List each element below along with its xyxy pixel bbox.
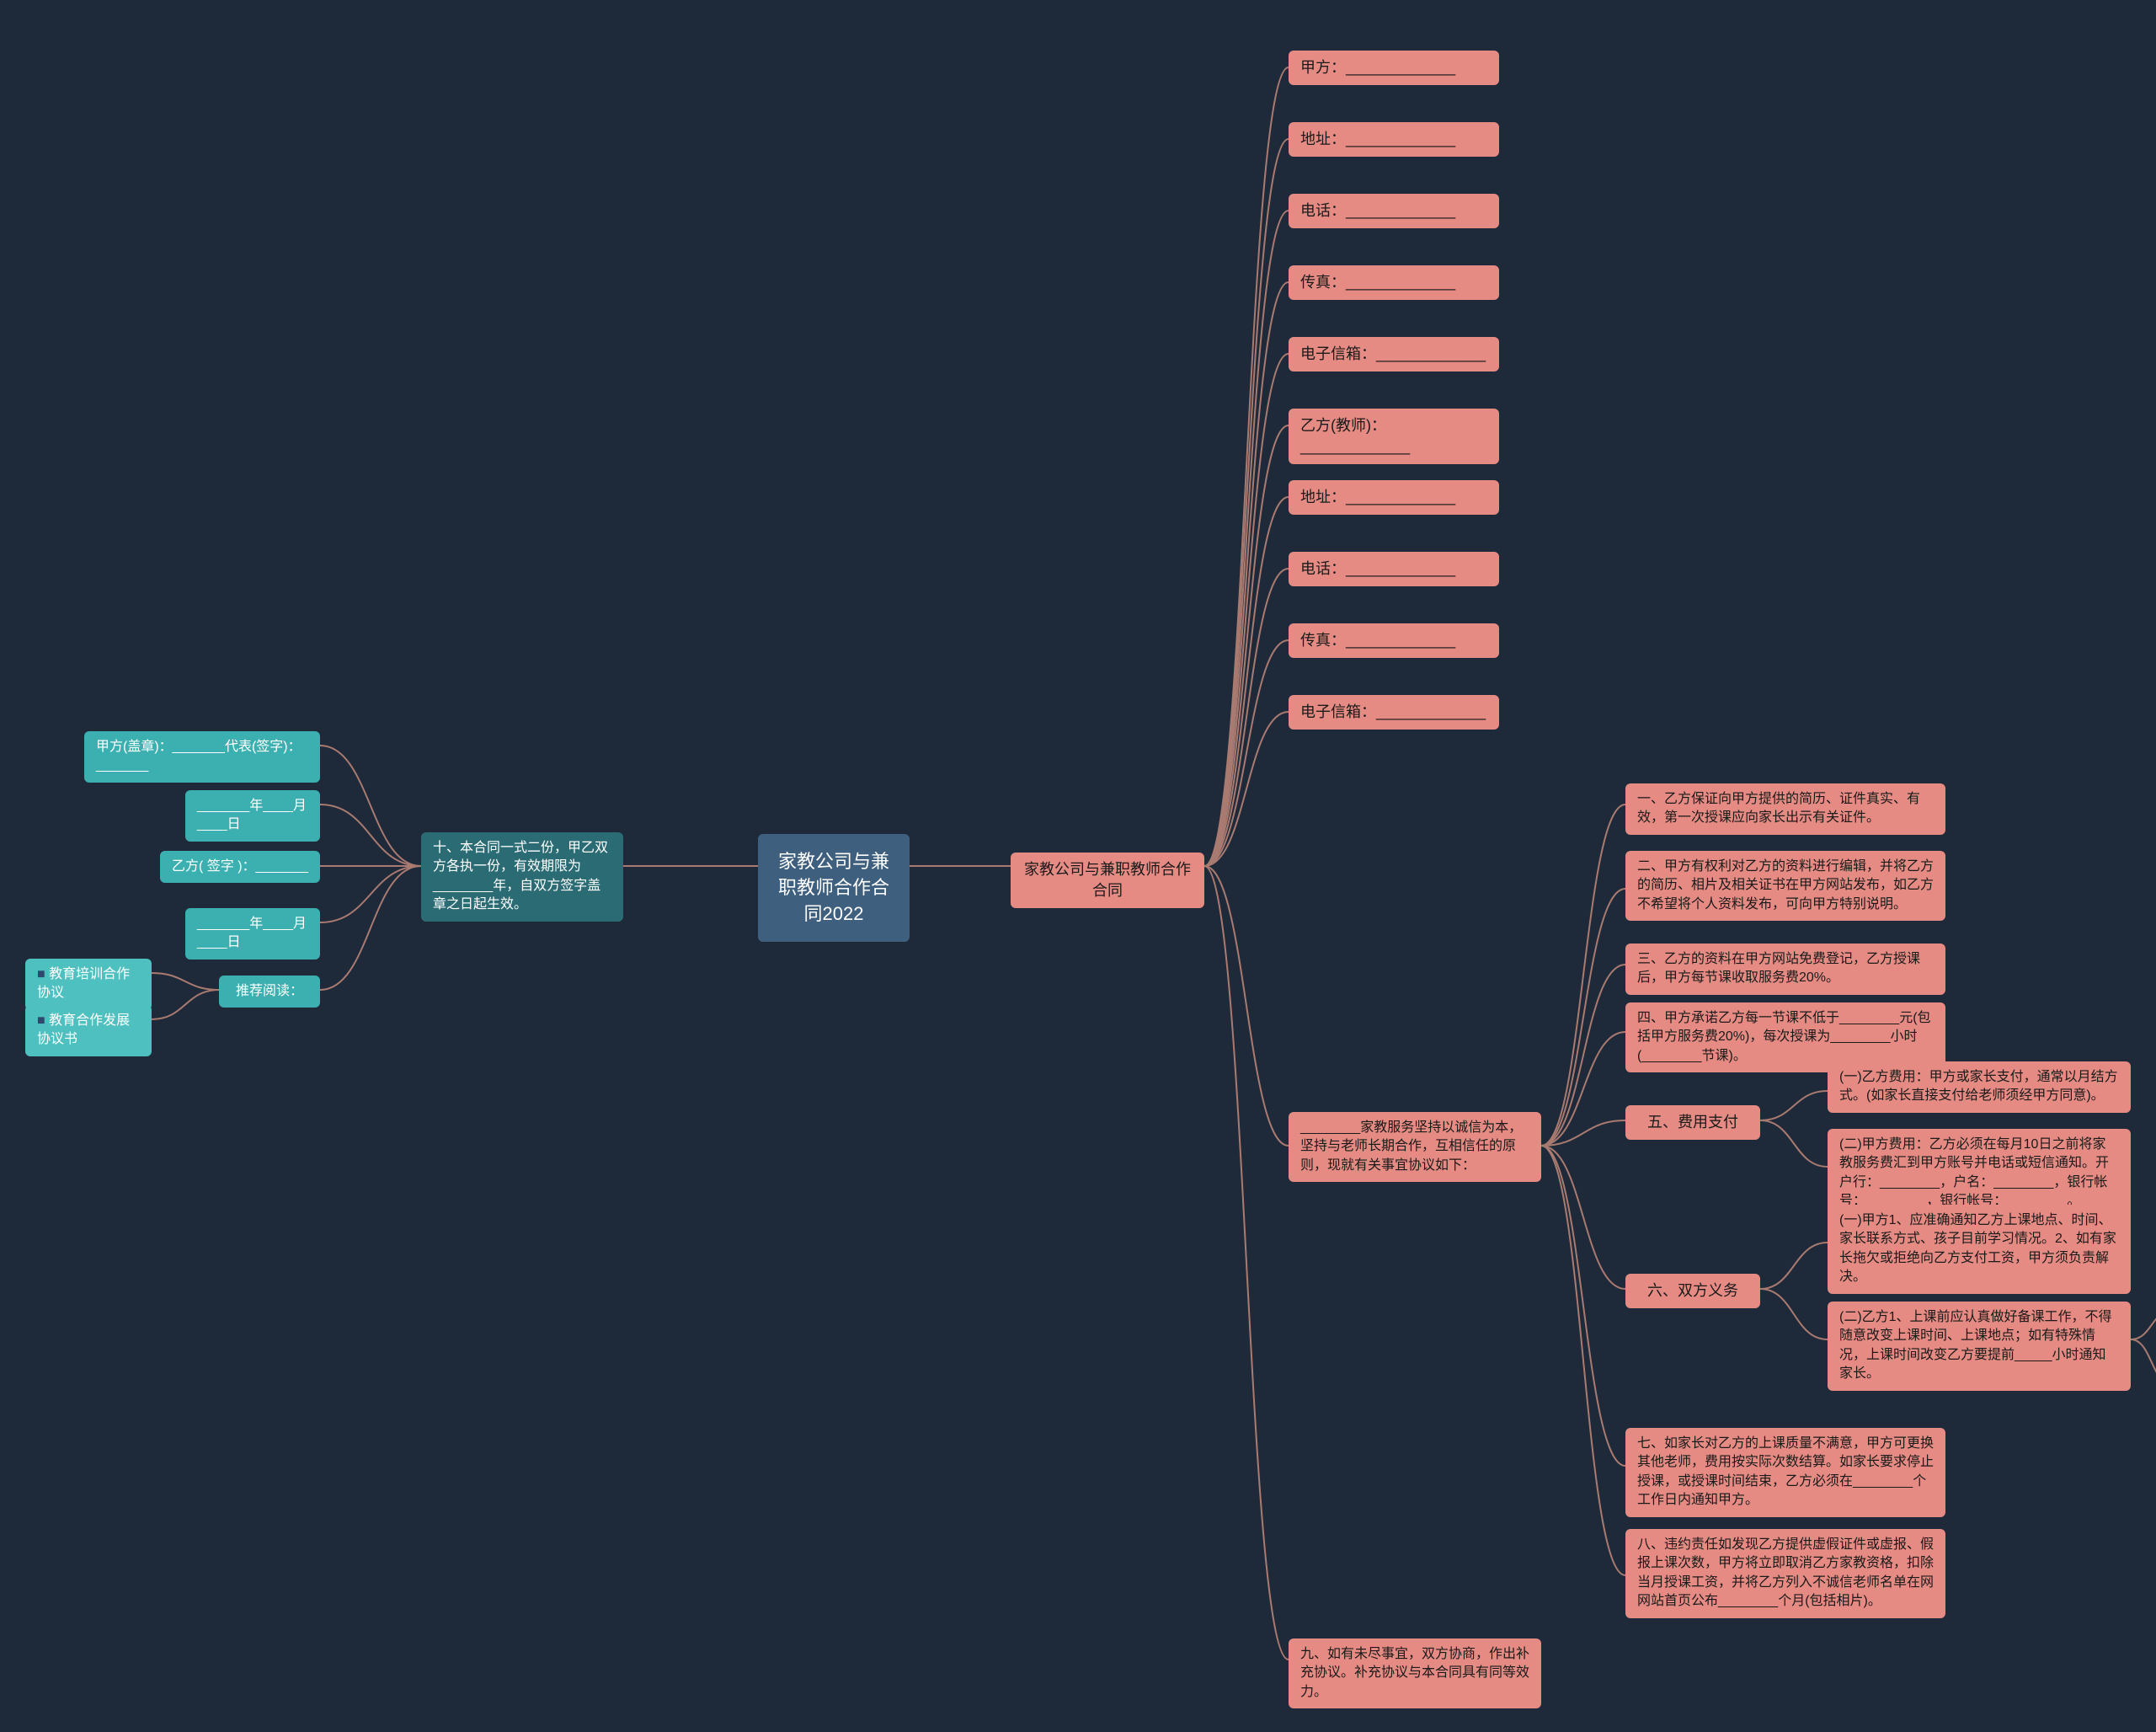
field-tel-1[interactable]: 电话：_____________: [1289, 194, 1499, 228]
field-tel-2[interactable]: 电话：_____________: [1289, 552, 1499, 586]
clause-8[interactable]: 八、违约责任如发现乙方提供虚假证件或虚报、假报上课次数，甲方将立即取消乙方家教资…: [1625, 1529, 1945, 1618]
field-fax-1[interactable]: 传真：_____________: [1289, 265, 1499, 300]
rec-item-2[interactable]: 教育合作发展协议书: [25, 1005, 152, 1056]
field-address-1[interactable]: 地址：_____________: [1289, 122, 1499, 157]
field-party-a[interactable]: 甲方：_____________: [1289, 51, 1499, 85]
date-2[interactable]: _______年____月____日: [185, 908, 320, 960]
sign-party-b[interactable]: 乙方( 签字 )：_______: [160, 851, 320, 883]
mindmap-canvas: 家教公司与兼职教师合作合同2022 家教公司与兼职教师合作合同 甲方：_____…: [0, 0, 2156, 1732]
clause-7[interactable]: 七、如家长对乙方的上课质量不满意，甲方可更换其他老师，费用按实际次数结算。如家长…: [1625, 1428, 1945, 1517]
clause-6-2[interactable]: (二)乙方1、上课前应认真做好备课工作，不得随意改变上课时间、上课地点；如有特殊…: [1828, 1302, 2131, 1391]
clause-6-1[interactable]: (一)甲方1、应准确通知乙方上课地点、时间、家长联系方式、孩子目前学习情况。2、…: [1828, 1205, 2131, 1294]
agreement-intro[interactable]: ________家教服务坚持以诚信为本，坚持与老师长期合作，互相信任的原则，现就…: [1289, 1112, 1541, 1182]
clause-1[interactable]: 一、乙方保证向甲方提供的简历、证件真实、有效，第一次授课应向家长出示有关证件。: [1625, 783, 1945, 835]
field-email-2[interactable]: 电子信箱：_____________: [1289, 695, 1499, 730]
field-party-b[interactable]: 乙方(教师)：_____________: [1289, 409, 1499, 464]
clause-2[interactable]: 二、甲方有权利对乙方的资料进行编辑，并将乙方的简历、相片及相关证书在甲方网站发布…: [1625, 851, 1945, 921]
clause-5-1[interactable]: (一)乙方费用：甲方或家长支付，通常以月结方式。(如家长直接支付给老师须经甲方同…: [1828, 1061, 2131, 1113]
recommend-label[interactable]: 推荐阅读：: [219, 976, 320, 1008]
date-1[interactable]: _______年____月____日: [185, 790, 320, 842]
root-node[interactable]: 家教公司与兼职教师合作合同2022: [758, 834, 910, 942]
field-email-1[interactable]: 电子信箱：_____________: [1289, 337, 1499, 372]
clause-10[interactable]: 十、本合同一式二份，甲乙双方各执一份，有效期限为________年，自双方签字盖…: [421, 832, 623, 922]
clause-3[interactable]: 三、乙方的资料在甲方网站免费登记，乙方授课后，甲方每节课收取服务费20%。: [1625, 944, 1945, 995]
rec-item-1[interactable]: 教育培训合作协议: [25, 959, 152, 1010]
clause-9[interactable]: 九、如有未尽事宜，双方协商，作出补充协议。补充协议与本合同具有同等效力。: [1289, 1638, 1541, 1708]
field-fax-2[interactable]: 传真：_____________: [1289, 623, 1499, 658]
clause-6-title[interactable]: 六、双方义务: [1625, 1274, 1760, 1308]
right-main-node[interactable]: 家教公司与兼职教师合作合同: [1011, 853, 1204, 908]
clause-5-title[interactable]: 五、费用支付: [1625, 1105, 1760, 1140]
sign-party-a[interactable]: 甲方(盖章)：_______代表(签字)：_______: [84, 731, 320, 783]
field-address-2[interactable]: 地址：_____________: [1289, 480, 1499, 515]
